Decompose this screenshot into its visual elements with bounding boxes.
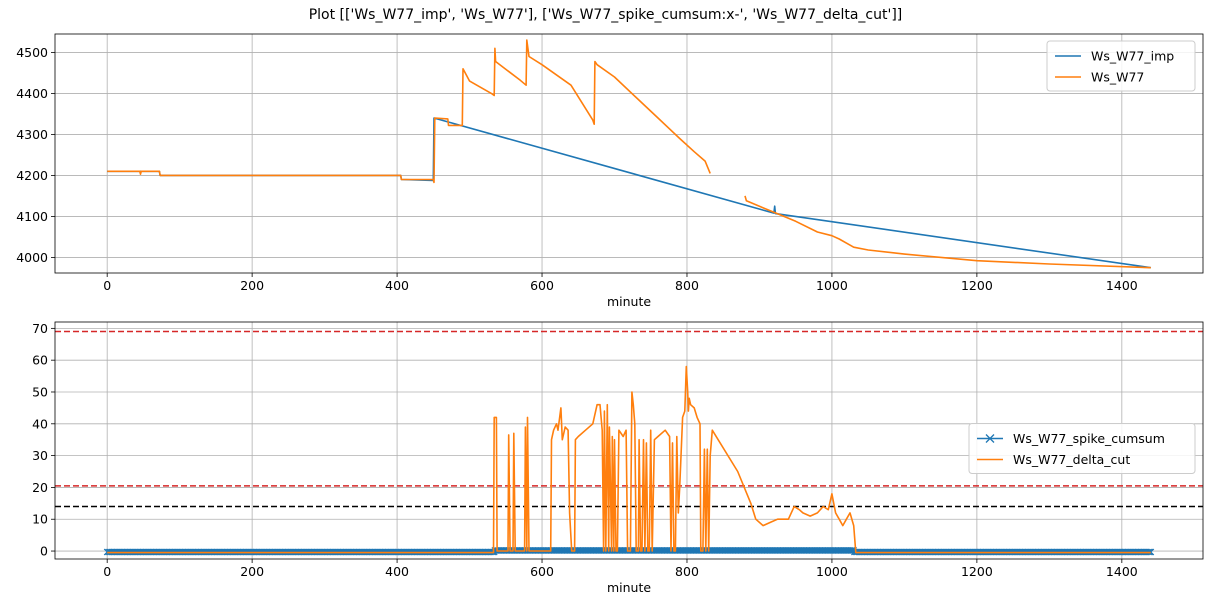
x-tick-label: 1000 [816,278,848,293]
chart-2: 0 200 400 600 800 1000 1200 1400 0 10 20 30 40 50 60 70… [32,321,1204,595]
y-tick-label: 4200 [16,168,48,183]
series-line-Ws_W77_imp [107,117,1151,269]
legend-label: Ws_W77 [1091,70,1144,85]
x-tick-label: 600 [530,278,554,293]
plot-area [107,39,1151,269]
y-tick-label: 4300 [16,127,48,142]
legend-box [968,423,1196,474]
x-tick-label: 1000 [816,564,848,579]
legend: Ws_W77_imp Ws_W77 [1046,40,1196,92]
x-tick-label: 400 [385,278,409,293]
y-tick-label: 50 [32,384,48,399]
y-tick-label: 4100 [16,209,48,224]
x-tick-label: 800 [675,564,699,579]
y-tick-label: 20 [32,480,48,495]
plot-area [55,330,1203,556]
x-tick-label: 400 [385,564,409,579]
x-tick-label: 0 [103,278,111,293]
y-tick-label: 70 [32,321,48,336]
x-tick-label: 600 [530,564,554,579]
legend-label: Ws_W77_delta_cut [1013,452,1130,467]
x-tick-label: 0 [103,564,111,579]
x-tick-label: 1400 [1106,278,1138,293]
y-tick-label: 10 [32,512,48,527]
x-axis-label: minute [607,580,651,595]
y-tick-label: 60 [32,353,48,368]
series-marker [1147,548,1155,556]
legend: Ws_W77_spike_cumsum Ws_W77_delta_cut [968,423,1196,474]
y-tick-label: 40 [32,416,48,431]
x-tick-label: 200 [240,278,264,293]
y-tick-label: 0 [40,544,48,559]
legend-box [1046,40,1196,92]
x-tick-label: 1400 [1106,564,1138,579]
x-tick-label: 800 [675,278,699,293]
y-tick-label: 30 [32,448,48,463]
x-tick-label: 1200 [961,564,993,579]
y-tick-label: 4000 [16,250,48,265]
x-tick-label: 1200 [961,278,993,293]
legend-label: Ws_W77_imp [1091,49,1174,64]
x-tick-label: 200 [240,564,264,579]
axes-frame [54,321,1204,560]
legend-label: Ws_W77_spike_cumsum [1013,431,1165,446]
legend-marker [985,434,995,443]
x-axis-label: minute [607,294,651,309]
series-line-Ws_W77_delta_cut [107,365,1151,554]
y-tick-label: 4500 [16,45,48,60]
axes-frame [54,33,1204,274]
y-tick-label: 4400 [16,86,48,101]
figure-title: Plot [['Ws_W77_imp', 'Ws_W77'], ['Ws_W77… [308,7,903,23]
chart-1: 0 200 400 600 800 1000 1200 1400 4000 4100 4200 430… [16,33,1204,309]
series-line-Ws_W77 [107,39,1151,269]
